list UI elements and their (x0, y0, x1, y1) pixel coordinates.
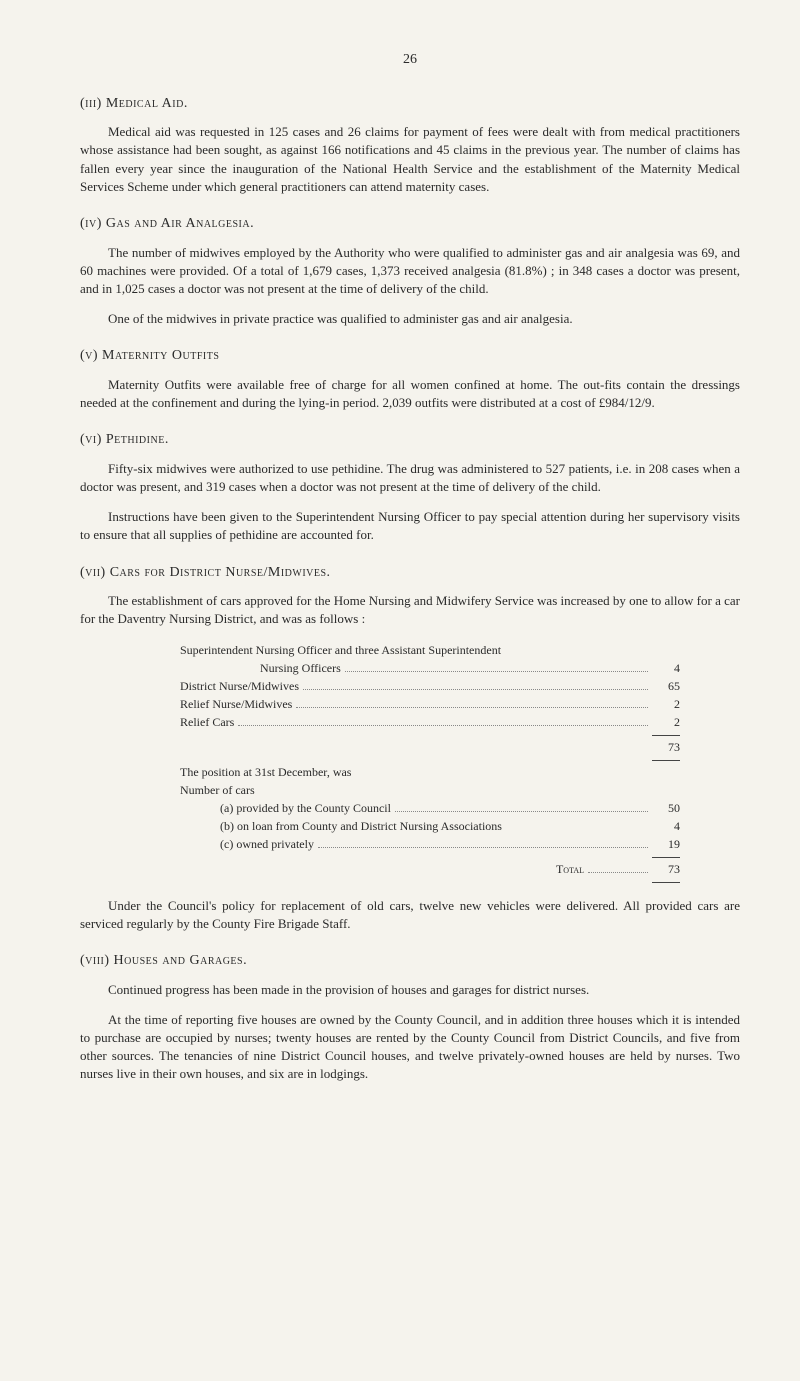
page-number: 26 (80, 50, 740, 70)
leader-dots (238, 725, 648, 726)
list-value: 19 (652, 835, 680, 853)
list-label: Relief Cars (180, 713, 234, 731)
para: Fifty-six midwives were authorized to us… (80, 460, 740, 496)
list-item: (b) on loan from County and District Nur… (180, 817, 680, 835)
total-value: 73 (652, 860, 680, 878)
list-label: Relief Nurse/Midwives (180, 695, 292, 713)
list-label: (b) on loan from County and District Nur… (220, 817, 502, 835)
list-item: Relief Cars 2 (180, 713, 680, 731)
heading-medical-aid: (iii) Medical Aid. (80, 94, 740, 114)
para: One of the midwives in private practice … (80, 310, 740, 328)
list-value: 65 (652, 677, 680, 695)
list-subheading: Number of cars (180, 781, 680, 799)
para: Medical aid was requested in 125 cases a… (80, 123, 740, 196)
heading-houses-garages: (viii) Houses and Garages. (80, 951, 740, 971)
heading-pethidine: (vi) Pethidine. (80, 430, 740, 450)
heading-cars: (vii) Cars for District Nurse/Midwives. (80, 563, 740, 583)
leader-dots (588, 872, 648, 873)
para: The number of midwives employed by the A… (80, 244, 740, 299)
list-item: Superintendent Nursing Officer and three… (180, 641, 680, 659)
para: At the time of reporting five houses are… (80, 1011, 740, 1084)
list-label: (a) provided by the County Council (220, 799, 391, 817)
list-value: 2 (652, 695, 680, 713)
list-label: Nursing Officers (260, 659, 341, 677)
para: Continued progress has been made in the … (80, 981, 740, 999)
rule (652, 760, 680, 761)
total-row: Total 73 (180, 860, 680, 878)
para: Instructions have been given to the Supe… (80, 508, 740, 544)
leader-dots (303, 689, 648, 690)
list-item: Nursing Officers 4 (180, 659, 680, 677)
leader-dots (318, 847, 648, 848)
list-item: (c) owned privately 19 (180, 835, 680, 853)
list-item: Relief Nurse/Midwives 2 (180, 695, 680, 713)
rule (652, 857, 680, 858)
list-label: (c) owned privately (220, 835, 314, 853)
cars-list-1: Superintendent Nursing Officer and three… (180, 641, 680, 883)
list-label: District Nurse/Midwives (180, 677, 299, 695)
list-item: District Nurse/Midwives 65 (180, 677, 680, 695)
heading-maternity-outfits: (v) Maternity Outfits (80, 346, 740, 366)
leader-dots (296, 707, 648, 708)
list-value: 4 (652, 659, 680, 677)
leader-dots (345, 671, 648, 672)
total-label: Total (556, 860, 584, 878)
list-item: (a) provided by the County Council 50 (180, 799, 680, 817)
list-subheading: The position at 31st December, was (180, 763, 680, 781)
list-value: 4 (652, 817, 680, 835)
list-value: 73 (652, 738, 680, 756)
heading-gas-air: (iv) Gas and Air Analgesia. (80, 214, 740, 234)
para: Under the Council's policy for replaceme… (80, 897, 740, 933)
list-value: 2 (652, 713, 680, 731)
para: Maternity Outfits were available free of… (80, 376, 740, 412)
list-label: Number of cars (180, 781, 255, 799)
subtotal-row: 73 (180, 738, 680, 756)
list-value: 50 (652, 799, 680, 817)
leader-dots (395, 811, 648, 812)
para: The establishment of cars approved for t… (80, 592, 740, 628)
rule (652, 882, 680, 883)
list-label: Superintendent Nursing Officer and three… (180, 641, 501, 659)
list-label: The position at 31st December, was (180, 763, 351, 781)
rule (652, 735, 680, 736)
